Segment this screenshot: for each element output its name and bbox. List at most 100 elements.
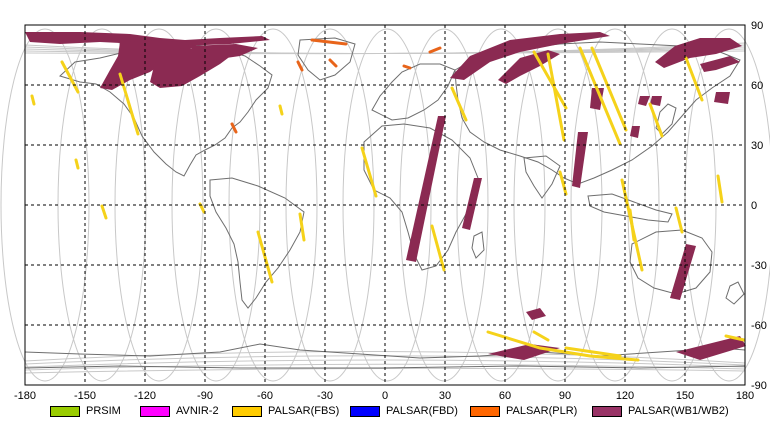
swath-wb-siberia-east bbox=[655, 38, 742, 68]
swath-fbs-japan bbox=[648, 102, 664, 138]
legend-item: PRSIM bbox=[50, 402, 121, 420]
swath-wb-china bbox=[572, 132, 588, 188]
swath-fbs-alaska bbox=[60, 60, 80, 94]
swath-wb-southern-ocean-a bbox=[526, 308, 546, 320]
x-tick-label: 60 bbox=[499, 390, 511, 402]
x-tick-label: -120 bbox=[134, 390, 156, 402]
coverage-swaths bbox=[25, 32, 746, 362]
x-tick-label: 120 bbox=[616, 390, 634, 402]
swath-wb-antarctic-b bbox=[676, 336, 746, 360]
x-tick-label: -90 bbox=[197, 390, 213, 402]
coast-asia bbox=[454, 41, 741, 185]
swath-plr-scandinavia bbox=[402, 64, 412, 70]
swath-fbs-kamchatka bbox=[684, 56, 704, 102]
legend-label: PALSAR(FBD) bbox=[386, 405, 458, 417]
y-tick-label: -30 bbox=[751, 260, 767, 272]
x-tick-label: -150 bbox=[74, 390, 96, 402]
swath-fbs-antarctic-east bbox=[564, 346, 622, 358]
polar-orbit-arc bbox=[24, 363, 746, 371]
swath-fbs-south-america bbox=[256, 230, 274, 284]
swath-plr-east-coast bbox=[230, 122, 238, 134]
lat-lon-grid bbox=[25, 25, 745, 385]
swath-wb-siberia-west bbox=[450, 32, 610, 80]
legend-label: PRSIM bbox=[86, 405, 121, 417]
swath-fbs-east-africa bbox=[430, 224, 446, 272]
coast-antarctica bbox=[24, 343, 746, 359]
legend-label: PALSAR(WB1/WB2) bbox=[628, 405, 729, 417]
swath-fbs-middle-east bbox=[450, 86, 468, 122]
legend-label: PALSAR(FBS) bbox=[268, 405, 340, 417]
legend-label: PALSAR(PLR) bbox=[506, 405, 578, 417]
coastlines bbox=[24, 37, 746, 369]
legend-swatch bbox=[592, 405, 622, 417]
swath-fbs-canada bbox=[118, 72, 140, 136]
swath-wb-east-asia-c bbox=[650, 96, 662, 106]
coast-europe bbox=[371, 63, 456, 121]
swath-fbs-pacific-east bbox=[716, 174, 724, 204]
legend-swatch bbox=[140, 405, 170, 417]
y-tick-label: 30 bbox=[751, 140, 763, 152]
swath-fbs-indian bbox=[558, 170, 568, 196]
x-tick-label: 0 bbox=[382, 390, 388, 402]
y-tick-label: -90 bbox=[751, 380, 767, 392]
orbit-track bbox=[0, 28, 90, 382]
longitude-labels: -180 -150 -120 -90 -60 -30 0 30 60 90 120 150 180 bbox=[14, 390, 754, 402]
x-tick-label: 90 bbox=[559, 390, 571, 402]
swath-wb-korea bbox=[630, 126, 640, 138]
legend-item: PALSAR(PLR) bbox=[470, 402, 577, 420]
swath-wb-africa-a bbox=[406, 116, 446, 262]
swath-wb-canada-east bbox=[190, 44, 258, 60]
orbit-track bbox=[285, 28, 375, 382]
swath-fbs-west-pacific bbox=[674, 206, 684, 234]
legend-label: AVNIR-2 bbox=[176, 405, 219, 417]
x-tick-label: 180 bbox=[736, 390, 754, 402]
swath-fbs-europe bbox=[360, 146, 378, 198]
coast-india bbox=[523, 155, 561, 199]
coast-africa bbox=[363, 123, 479, 271]
legend: PRSIM AVNIR-2 PALSAR(FBS) PALSAR(FBD) PALSAR… bbox=[0, 402, 770, 422]
swath-fbs-siberia-d bbox=[590, 46, 628, 132]
polar-orbit-arc bbox=[24, 359, 746, 368]
swath-wb-alaska bbox=[25, 32, 270, 46]
swath-plr-canada bbox=[296, 60, 304, 72]
coast-japan bbox=[655, 103, 677, 135]
x-tick-label: -180 bbox=[14, 390, 36, 402]
swath-fbs-siberia-b bbox=[546, 52, 566, 142]
orbit-track bbox=[513, 28, 603, 382]
x-tick-label: -30 bbox=[317, 390, 333, 402]
y-tick-label: -60 bbox=[751, 320, 767, 332]
legend-item: PALSAR(WB1/WB2) bbox=[592, 402, 729, 420]
swath-plr-greenland bbox=[310, 38, 348, 46]
coast-australia bbox=[629, 229, 713, 295]
legend-swatch bbox=[470, 405, 500, 417]
legend-item: PALSAR(FBD) bbox=[350, 402, 458, 420]
swath-wb-australia bbox=[670, 244, 696, 300]
legend-swatch bbox=[50, 405, 80, 417]
coast-south-america bbox=[209, 177, 305, 309]
swath-fbs-southern-pacific bbox=[724, 334, 746, 342]
latitude-labels: 90 60 30 0 -30 -60 -90 bbox=[751, 20, 767, 392]
legend-item: PALSAR(FBS) bbox=[232, 402, 339, 420]
swath-fbs-siberia-c bbox=[578, 46, 622, 146]
swath-wb-siberia-mid bbox=[498, 50, 560, 84]
y-tick-label: 0 bbox=[751, 200, 757, 212]
swath-plr-russia bbox=[428, 46, 442, 54]
y-tick-label: 60 bbox=[751, 80, 763, 92]
swath-plr-north-atlantic bbox=[328, 58, 338, 68]
coast-greenland bbox=[297, 37, 356, 81]
map-frame bbox=[24, 24, 746, 386]
swath-wb-pacific-a bbox=[714, 92, 730, 104]
legend-item: AVNIR-2 bbox=[140, 402, 219, 420]
swath-fbs-north-pacific bbox=[30, 94, 36, 106]
swath-fbs-brazil bbox=[298, 212, 306, 242]
coast-madagascar bbox=[471, 231, 485, 259]
swath-fbs-east-pacific bbox=[100, 204, 108, 220]
legend-swatch bbox=[350, 405, 380, 417]
swath-fbs-siberia-a bbox=[532, 50, 568, 110]
legend-swatch bbox=[232, 405, 262, 417]
coast-new-zealand bbox=[725, 281, 745, 305]
coast-antarctica-lower bbox=[24, 365, 746, 369]
x-tick-label: 30 bbox=[439, 390, 451, 402]
swath-fbs-hawaii bbox=[74, 158, 80, 170]
